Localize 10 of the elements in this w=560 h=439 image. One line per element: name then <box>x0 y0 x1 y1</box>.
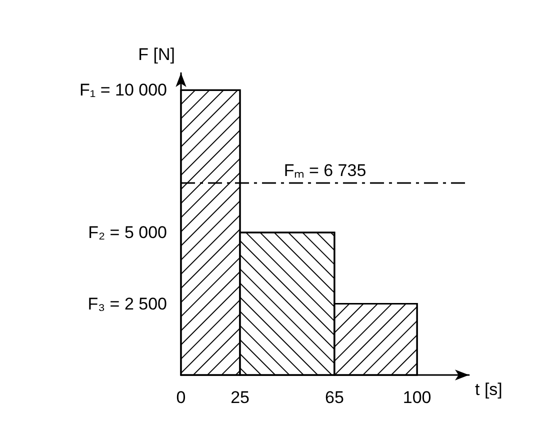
x-axis-title: t [s] <box>475 380 502 399</box>
x-tick-label: 65 <box>324 388 344 407</box>
y-tick-label: F₁ = 10 000 <box>80 80 167 100</box>
x-tick-label: 0 <box>176 388 186 407</box>
x-tick-label: 25 <box>230 388 250 407</box>
y-tick-label: F₂ = 5 000 <box>88 223 167 242</box>
ref-line-label: Fₘ = 6 735 <box>284 161 366 180</box>
y-tick-label: F₃ = 2 500 <box>88 294 167 314</box>
y-axis-title: F [N] <box>138 45 175 64</box>
x-tick-label: 100 <box>402 388 432 407</box>
